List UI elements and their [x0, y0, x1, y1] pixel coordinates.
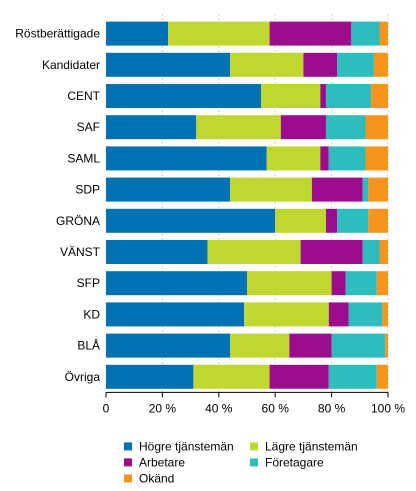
bar-vanst-arbetare	[300, 240, 363, 264]
legend-label-lagre-tjansteman: Lägre tjänstemän	[265, 439, 358, 453]
bar-cent-hogre-tjansteman	[106, 84, 262, 108]
bar-sdp-okand	[368, 177, 388, 202]
legend-label-arbetare: Arbetare	[139, 455, 185, 469]
bar-vanst-foretagare	[362, 240, 380, 264]
bar-bla-lagre-tjansteman	[230, 333, 290, 358]
bar-saf-okand	[365, 115, 388, 140]
bar-sdp-foretagare	[362, 177, 369, 202]
bar-saml-lagre-tjansteman	[266, 146, 321, 171]
bar-ovriga-foretagare	[328, 364, 377, 389]
bar-grona-okand	[368, 208, 388, 233]
legend-swatch-lagre-tjansteman	[250, 442, 258, 451]
category-label: Röstberättigade	[15, 27, 100, 41]
bar-sdp-lagre-tjansteman	[230, 177, 312, 202]
bar-kandidater-hogre-tjansteman	[106, 52, 231, 77]
legend-label-hogre-tjansteman: Högre tjänstemän	[139, 439, 234, 453]
legend-swatch-okand	[124, 474, 132, 483]
bar-rostberattigade-hogre-tjansteman	[106, 21, 169, 46]
legend-label-okand: Okänd	[139, 471, 174, 485]
category-label: SAF	[77, 120, 100, 134]
category-label: BLÅ	[77, 338, 100, 353]
bar-sfp-arbetare	[331, 271, 346, 296]
bar-kandidater-foretagare	[337, 52, 374, 77]
bar-grona-foretagare	[337, 208, 369, 233]
bar-saml-hogre-tjansteman	[106, 146, 267, 171]
bar-grona-hogre-tjansteman	[106, 208, 276, 233]
bar-bla-foretagare	[331, 333, 386, 358]
category-label: KD	[83, 307, 100, 321]
category-labels: Röstberättigade Kandidater CENT SAF SAML SDP G…	[15, 27, 100, 384]
bar-kd-foretagare	[348, 302, 383, 327]
bar-grona-arbetare	[325, 208, 338, 233]
bar-sfp-lagre-tjansteman	[247, 271, 332, 296]
bar-ovriga-okand	[376, 364, 388, 389]
x-tick-label: 60 %	[262, 401, 290, 415]
bar-saml-arbetare	[320, 146, 329, 171]
bar-rostberattigade-foretagare	[351, 21, 380, 46]
bar-bla-arbetare	[289, 333, 332, 358]
category-label: SDP	[75, 183, 100, 197]
bar-saml-foretagare	[328, 146, 366, 171]
legend-label-foretagare: Företagare	[265, 455, 324, 469]
x-tick-label: 0	[103, 401, 110, 415]
bar-bla-okand	[385, 333, 388, 358]
category-label: SAML	[67, 151, 100, 165]
bar-ovriga-hogre-tjansteman	[106, 364, 194, 389]
bar-vanst-hogre-tjansteman	[106, 240, 208, 264]
bar-sdp-arbetare	[311, 177, 363, 202]
bar-vanst-okand	[379, 240, 388, 264]
bar-kd-hogre-tjansteman	[106, 302, 245, 327]
legend-swatch-arbetare	[124, 458, 132, 467]
bar-kandidater-okand	[373, 52, 388, 77]
bar-sfp-hogre-tjansteman	[106, 271, 247, 296]
category-label: Övriga	[65, 370, 101, 384]
legend: Högre tjänstemän Lägre tjänstemän Arbetare…	[124, 439, 358, 485]
bar-cent-lagre-tjansteman	[261, 84, 321, 108]
x-tick-label: 20 %	[149, 401, 177, 415]
category-label: GRÖNA	[56, 214, 100, 228]
x-tick-label: 80 %	[318, 401, 346, 415]
category-label: VÄNST	[60, 245, 101, 259]
x-tick-label: 40 %	[205, 401, 233, 415]
bar-sdp-hogre-tjansteman	[106, 177, 231, 202]
bar-bla-hogre-tjansteman	[106, 333, 231, 358]
bar-saml-okand	[365, 146, 388, 171]
bar-ovriga-arbetare	[269, 364, 329, 389]
legend-swatch-hogre-tjansteman	[124, 442, 132, 451]
bar-layer	[106, 21, 388, 389]
bar-kd-arbetare	[328, 302, 349, 327]
bar-cent-okand	[371, 84, 388, 108]
bar-kandidater-arbetare	[303, 52, 338, 77]
bar-grona-lagre-tjansteman	[275, 208, 326, 233]
bar-rostberattigade-okand	[379, 21, 388, 46]
bar-kd-lagre-tjansteman	[244, 302, 329, 327]
bar-ovriga-lagre-tjansteman	[193, 364, 270, 389]
bar-rostberattigade-lagre-tjansteman	[168, 21, 270, 46]
bar-saf-lagre-tjansteman	[196, 115, 281, 140]
grid-layer	[161, 14, 389, 393]
bar-cent-arbetare	[320, 84, 326, 108]
bar-sfp-foretagare	[345, 271, 377, 296]
bar-kandidater-lagre-tjansteman	[230, 52, 304, 77]
bar-sfp-okand	[376, 271, 388, 296]
bar-rostberattigade-arbetare	[269, 21, 352, 46]
bar-saf-arbetare	[280, 115, 326, 140]
category-label: SFP	[77, 276, 100, 290]
x-axis: 0 20 % 40 % 60 % 80 % 100 %	[103, 391, 405, 415]
legend-swatch-foretagare	[250, 458, 258, 467]
category-label: Kandidater	[42, 58, 100, 72]
bar-cent-foretagare	[325, 84, 372, 108]
bar-saf-foretagare	[325, 115, 366, 140]
x-tick-label: 100 %	[371, 401, 405, 415]
bar-vanst-lagre-tjansteman	[207, 240, 301, 264]
bar-kd-okand	[382, 302, 388, 327]
category-label: CENT	[67, 89, 100, 103]
bar-saf-hogre-tjansteman	[106, 115, 197, 140]
